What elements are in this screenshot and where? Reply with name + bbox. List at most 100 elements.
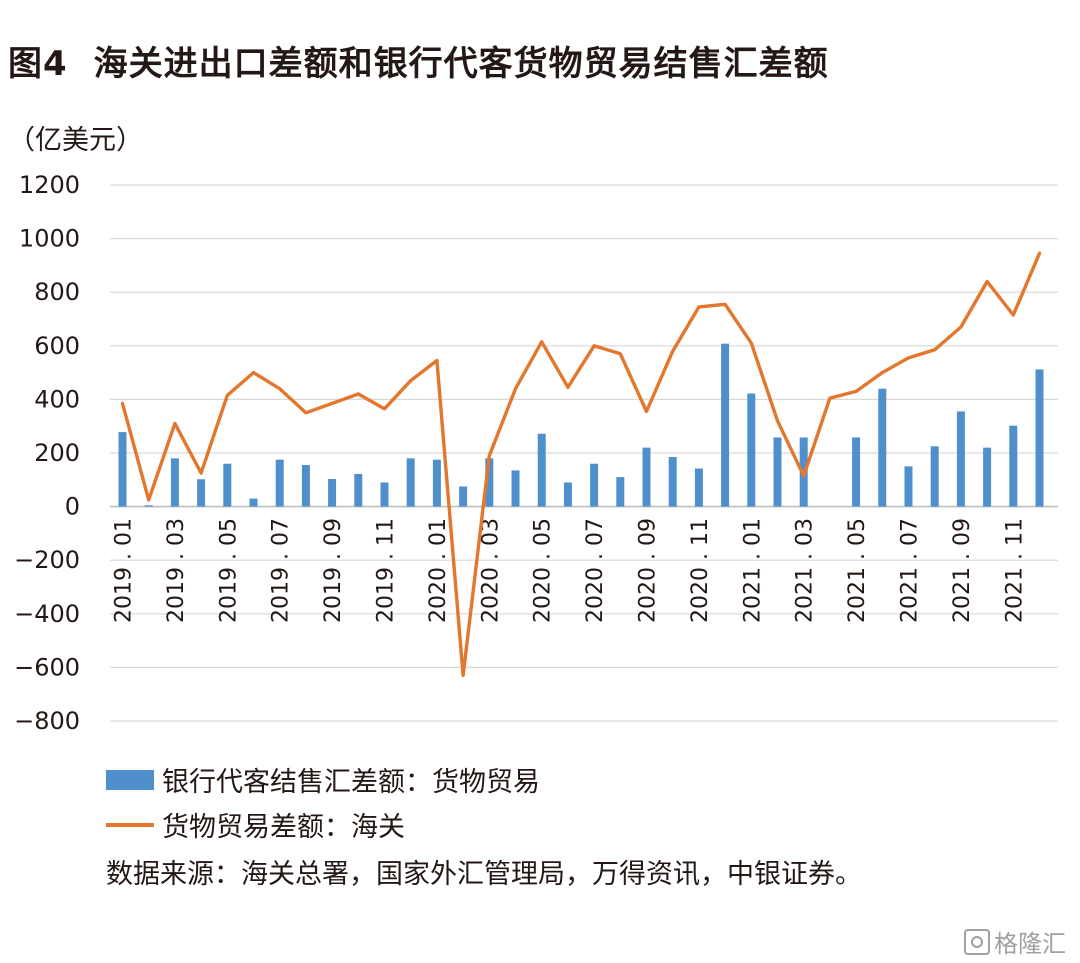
line-point (540, 340, 543, 343)
bar (118, 432, 127, 507)
legend-item-line: 货物贸易差额：海关 (106, 805, 405, 844)
bar (956, 411, 965, 507)
y-tick-label: 800 (34, 278, 80, 306)
line-point (881, 371, 884, 374)
figure-number: 图4 (8, 44, 68, 84)
x-tick-label: 2020 . 03 (478, 518, 503, 623)
y-tick-label: 0 (65, 493, 80, 521)
x-tick-label: 2020 . 09 (636, 518, 661, 623)
x-tick-label: 2020 . 11 (688, 518, 713, 623)
line-point (121, 402, 124, 405)
bar (301, 465, 310, 507)
line-point (933, 348, 936, 352)
bar (354, 473, 363, 507)
x-tick-label: 2019 . 11 (374, 518, 399, 623)
line-point (566, 386, 570, 389)
line-point (802, 474, 805, 477)
bar (144, 505, 153, 507)
line-point (357, 392, 360, 396)
chart-title: 图4 海关进出口差额和银行代客货物贸易结售汇差额 (8, 36, 829, 85)
bar (773, 437, 782, 507)
line-point (252, 371, 255, 374)
legend-line-label: 货物贸易差额：海关 (162, 812, 405, 843)
x-tick-label: 2021 . 05 (845, 518, 870, 623)
x-tick-label: 2021 . 01 (740, 518, 765, 623)
bar (721, 343, 730, 507)
bar (406, 458, 415, 507)
line-point (1038, 252, 1041, 255)
bar (1009, 425, 1018, 507)
line-point (985, 280, 989, 283)
x-tick-label: 2019 . 05 (216, 518, 241, 623)
bar (275, 459, 284, 507)
bar (380, 482, 389, 507)
line-point (514, 387, 517, 390)
chart: 1200 1000 800 600 400 200 0 −200 −400 −600 −800 20… (14, 171, 1058, 735)
y-tick-label: −400 (14, 600, 80, 628)
line-point (226, 394, 229, 397)
line-point (383, 407, 386, 410)
x-tick-label: 2019 . 01 (112, 518, 137, 623)
bar (852, 437, 861, 507)
line-point (619, 352, 622, 356)
line-point (488, 454, 491, 457)
watermark-text: 格隆汇 (994, 930, 1066, 958)
bar (642, 447, 651, 507)
x-tick-label: 2021 . 07 (898, 518, 923, 623)
line-point (173, 422, 177, 425)
legend-line-swatch (106, 822, 154, 827)
line-point (409, 379, 412, 382)
line-point (461, 674, 465, 677)
line-point (199, 471, 203, 475)
y-tick-label: 1200 (19, 171, 80, 199)
line-point (147, 498, 150, 502)
y-axis-ticks: 1200 1000 800 600 400 200 0 −200 −400 −600 −800 (14, 171, 80, 735)
source-note: 数据来源：海关总署，国家外汇管理局，万得资讯，中银证券。 (106, 859, 862, 890)
bar (511, 470, 520, 507)
bar (197, 479, 206, 507)
x-axis-ticks: 2019 . 01 2019 . 03 2019 . 05 2019 . 07 2019… (112, 518, 1028, 623)
x-tick-label: 2020 . 07 (583, 518, 608, 623)
line-point (959, 325, 963, 329)
watermark-logo-icon (964, 928, 990, 955)
bar (170, 458, 179, 507)
bar (616, 477, 625, 507)
line-point (645, 410, 648, 413)
line-point (723, 303, 727, 306)
y-tick-label: 600 (34, 332, 80, 360)
line-point (435, 359, 439, 362)
line-point (907, 356, 910, 360)
bar (249, 498, 258, 507)
legend-bar-swatch (106, 769, 154, 790)
bar (694, 468, 703, 507)
y-tick-label: −800 (14, 707, 80, 735)
y-tick-label: 200 (34, 439, 80, 467)
y-tick-label: −200 (14, 546, 80, 574)
legend-bar-label: 银行代客结售汇差额：货物贸易 (162, 767, 540, 798)
bar (590, 463, 599, 507)
line-point (304, 411, 308, 414)
bar (328, 478, 337, 507)
line-point (828, 396, 832, 400)
y-tick-label: −600 (14, 653, 80, 681)
x-tick-label: 2021 . 11 (1002, 518, 1027, 623)
legend-item-bar: 银行代客结售汇差额：货物贸易 (106, 760, 540, 799)
line-point (1012, 313, 1015, 317)
bar (904, 466, 913, 507)
watermark: 格隆汇 (964, 924, 1066, 959)
bar (223, 463, 232, 507)
line-point (697, 305, 701, 309)
x-tick-label: 2021 . 03 (793, 518, 818, 623)
line-point (671, 349, 674, 353)
x-tick-label: 2019 . 09 (321, 518, 346, 623)
x-tick-label: 2019 . 07 (269, 518, 294, 623)
line-point (278, 387, 281, 390)
bar (930, 446, 939, 507)
bar (747, 393, 756, 507)
bar (878, 388, 887, 507)
line-point (854, 390, 858, 393)
x-tick-label: 2020 . 05 (531, 518, 556, 623)
bar (459, 486, 468, 507)
x-tick-label: 2020 . 01 (426, 518, 451, 623)
bar (485, 458, 494, 507)
